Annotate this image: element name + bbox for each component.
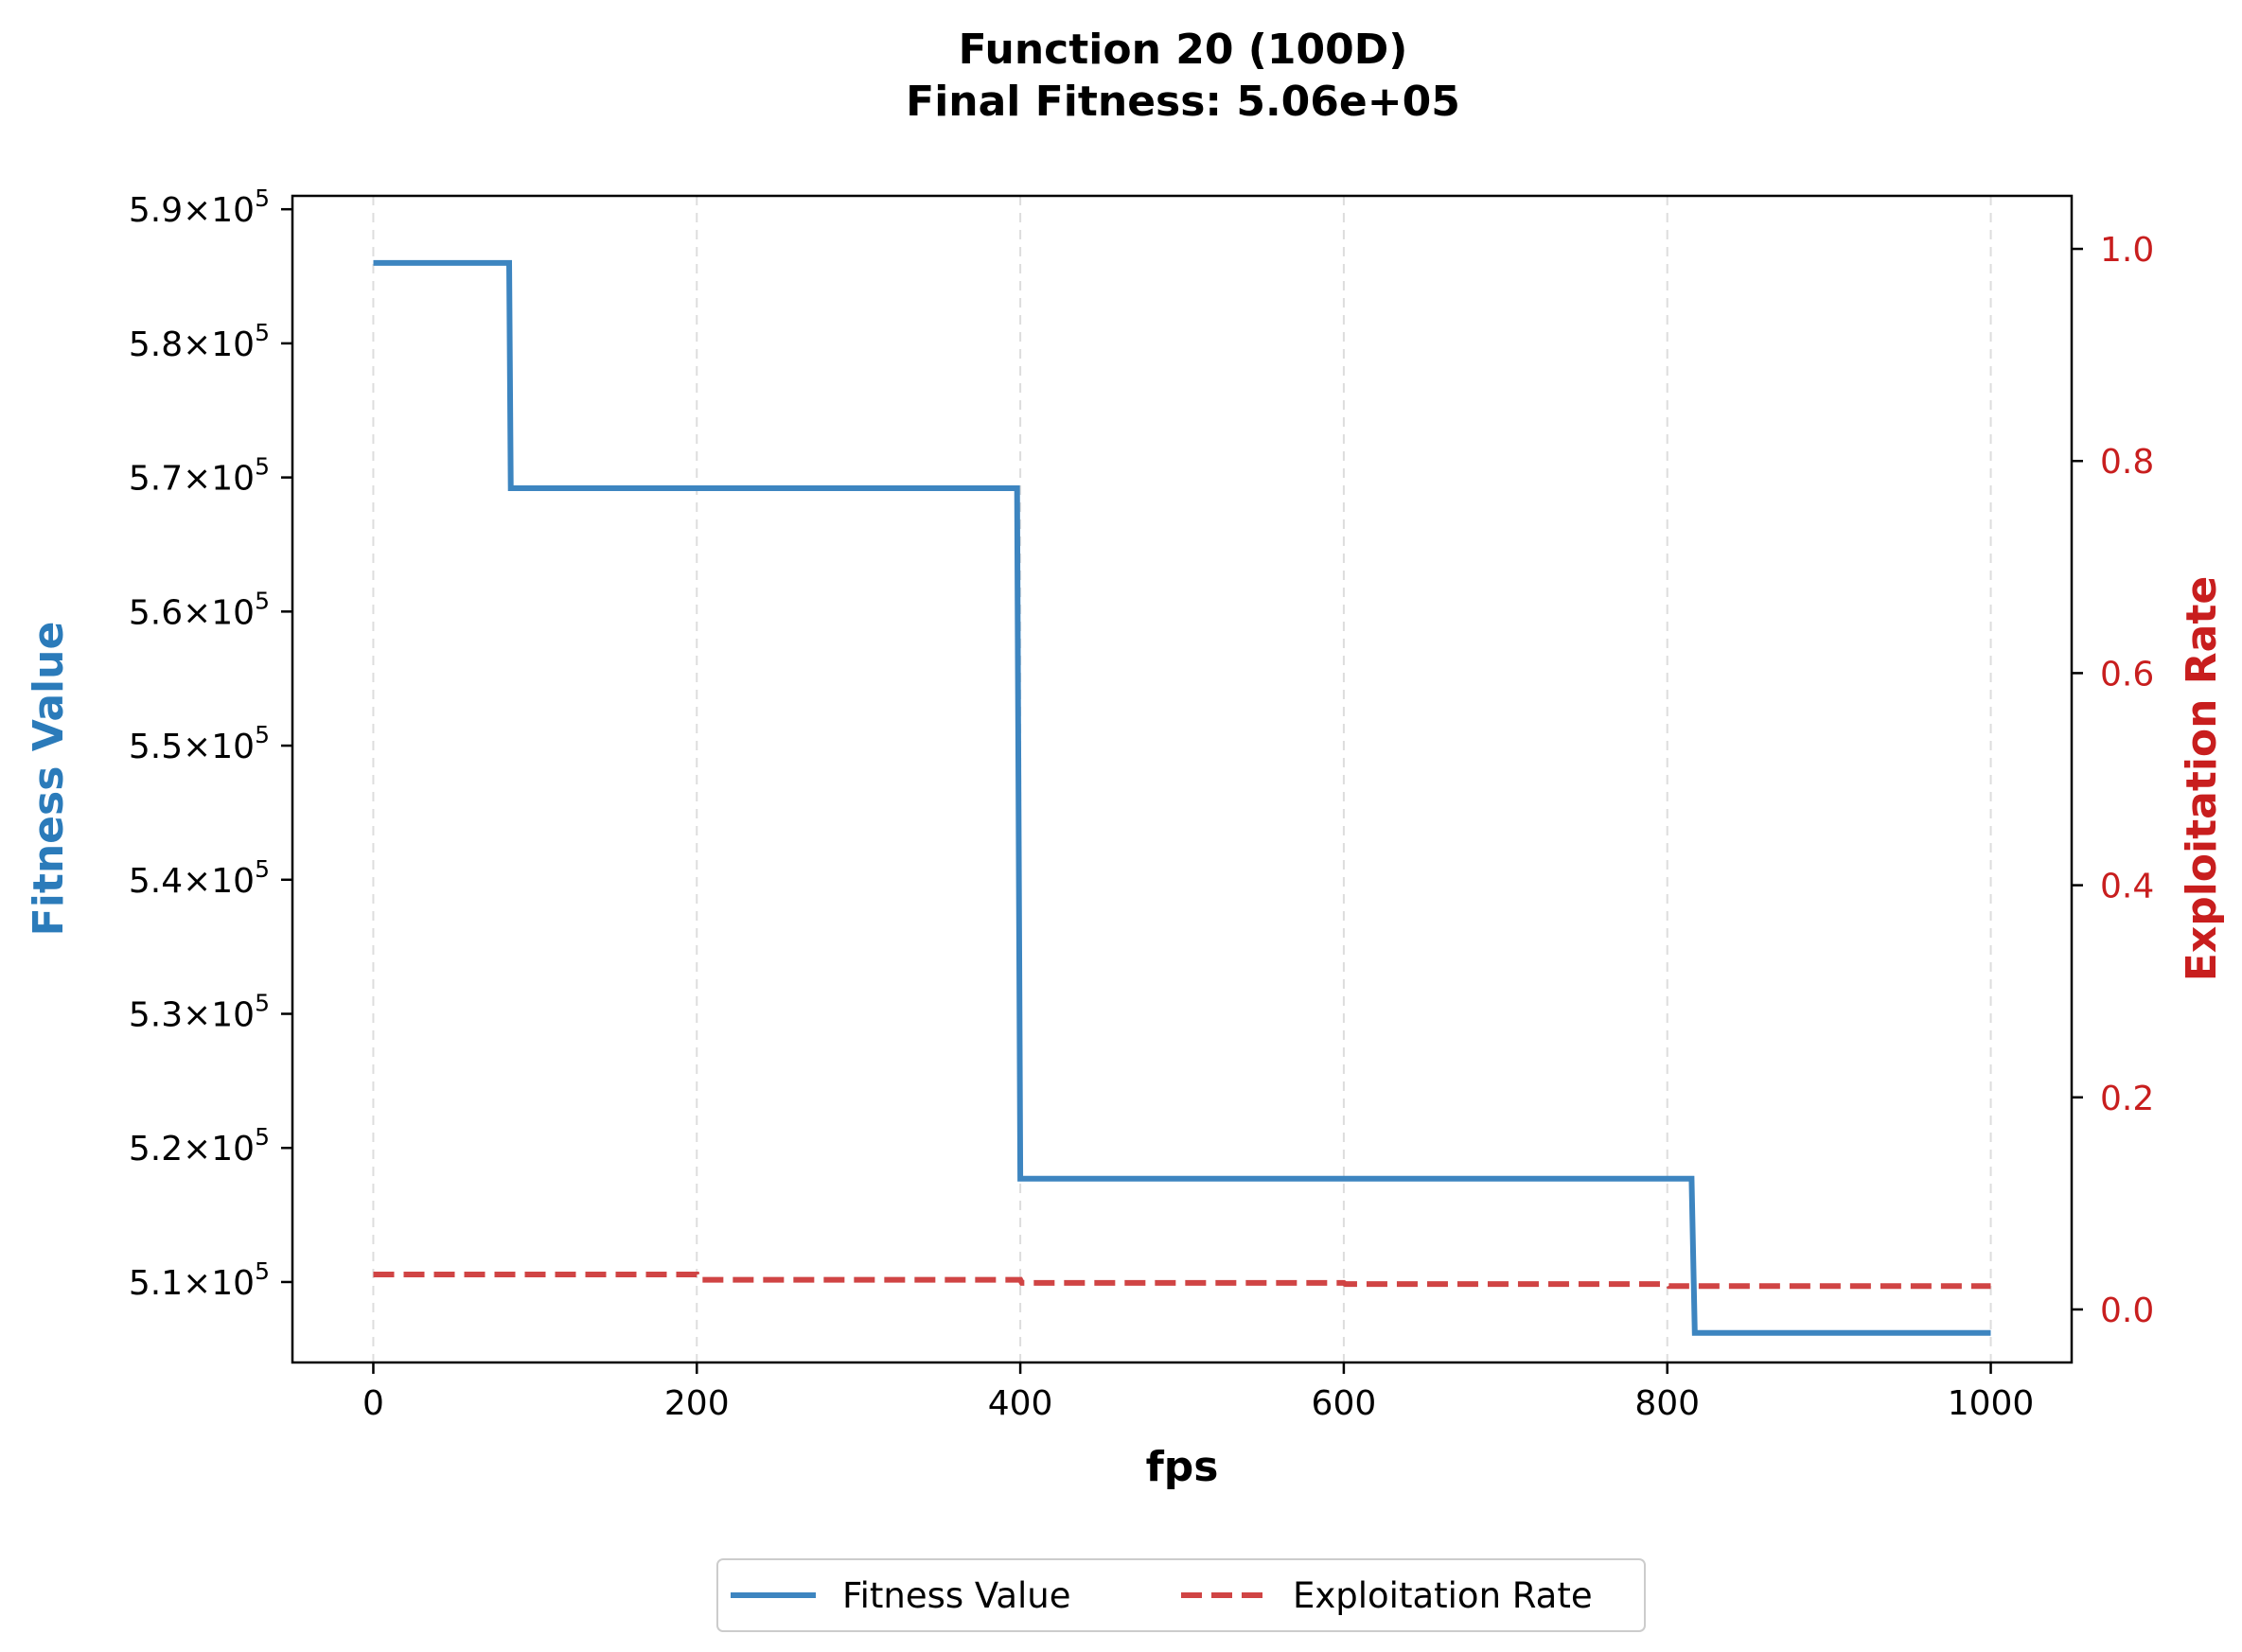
x-tick-label: 1000 xyxy=(1948,1384,2035,1423)
y-right-tick-label: 0.6 xyxy=(2100,655,2154,694)
y-right-tick-label: 0.4 xyxy=(2100,868,2154,906)
legend: Fitness Value Exploitation Rate xyxy=(716,1558,1646,1632)
y-left-tick-label: 5.4×105 xyxy=(129,855,270,901)
series-line xyxy=(373,1272,1991,1290)
y-axis-right: 0.0 0.2 0.4 0.6 0.8 1.0 xyxy=(2072,231,2154,1330)
grid-lines xyxy=(372,196,1992,1362)
y-left-tick-label: 5.5×105 xyxy=(129,721,270,766)
y-right-tick-label: 0.0 xyxy=(2100,1292,2154,1330)
plot-area xyxy=(291,194,2074,1364)
y-left-tick-label: 5.3×105 xyxy=(129,990,270,1035)
series-exploitation-rate xyxy=(373,1272,1991,1290)
y-right-tick-label: 0.2 xyxy=(2100,1080,2154,1118)
x-axis: 0 200 400 600 800 1000 xyxy=(362,1362,2034,1423)
x-tick-label: 200 xyxy=(664,1384,730,1423)
legend-label-fitness-value: Fitness Value xyxy=(842,1575,1071,1616)
x-axis-label: fps xyxy=(1146,1443,1219,1491)
y-right-tick-label: 0.8 xyxy=(2100,443,2154,482)
y-axis-left-label: Fitness Value xyxy=(25,622,73,937)
series-fitness-value xyxy=(373,259,1991,1336)
series-line xyxy=(373,259,1991,1336)
y-left-tick-label: 5.6×105 xyxy=(129,587,270,632)
chart-title: Function 20 (100D) xyxy=(959,26,1408,74)
y-left-tick-label: 5.9×105 xyxy=(129,185,270,230)
x-tick-label: 400 xyxy=(988,1384,1053,1423)
y-right-tick-label: 1.0 xyxy=(2100,231,2154,270)
x-tick-label: 600 xyxy=(1312,1384,1377,1423)
x-tick-label: 0 xyxy=(362,1384,384,1423)
y-left-tick-label: 5.2×105 xyxy=(129,1123,270,1169)
x-tick-label: 800 xyxy=(1634,1384,1700,1423)
y-left-tick-label: 5.7×105 xyxy=(129,453,270,499)
y-left-tick-label: 5.1×105 xyxy=(129,1257,270,1303)
y-axis-left: 5.1×105 5.2×105 5.3×105 5.4×105 5.5×105 5.6×1… xyxy=(129,185,292,1303)
y-left-tick-label: 5.8×105 xyxy=(129,319,270,364)
y-axis-right-label: Exploitation Rate xyxy=(2178,576,2226,981)
chart-subtitle: Final Fitness: 5.06e+05 xyxy=(906,78,1460,126)
legend-label-exploitation-rate: Exploitation Rate xyxy=(1293,1575,1593,1616)
